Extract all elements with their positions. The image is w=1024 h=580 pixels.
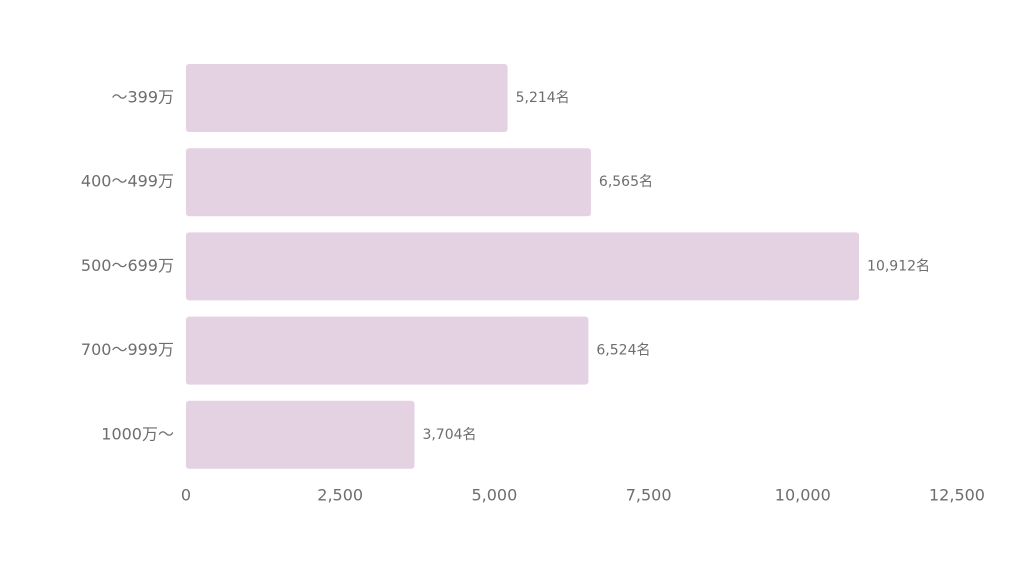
bar-1 <box>186 148 591 217</box>
bar-0 <box>186 64 508 132</box>
bar-2 <box>186 232 860 301</box>
data-label: 6,565名 <box>599 174 653 190</box>
data-label: 10,912名 <box>867 258 930 274</box>
x-tick-label: 12,500 <box>929 486 985 505</box>
x-tick-label: 10,000 <box>775 486 831 505</box>
bars-layer <box>186 64 860 469</box>
category-label: 700～999万 <box>81 340 174 359</box>
bar-3 <box>186 316 589 385</box>
x-tick-label: 0 <box>181 486 191 505</box>
data-labels: 5,214名 6,565名 10,912名 6,524名 3,704名 <box>422 90 930 443</box>
x-tick-label: 5,000 <box>471 486 517 505</box>
x-axis-tick-labels: 0 2,500 5,000 7,500 10,000 12,500 <box>181 486 985 505</box>
category-label: 400～499万 <box>81 172 174 191</box>
data-label: 6,524名 <box>596 343 650 359</box>
data-label: 3,704名 <box>422 427 476 443</box>
data-label: 5,214名 <box>516 90 570 106</box>
category-labels: ～399万 400～499万 500～699万 700～999万 1000万～ <box>81 88 174 444</box>
category-label: 1000万～ <box>101 424 174 443</box>
x-tick-label: 7,500 <box>626 486 672 505</box>
bar-4 <box>186 400 415 469</box>
x-tick-label: 2,500 <box>317 486 363 505</box>
category-label: 500～699万 <box>81 256 174 275</box>
category-label: ～399万 <box>111 88 174 107</box>
